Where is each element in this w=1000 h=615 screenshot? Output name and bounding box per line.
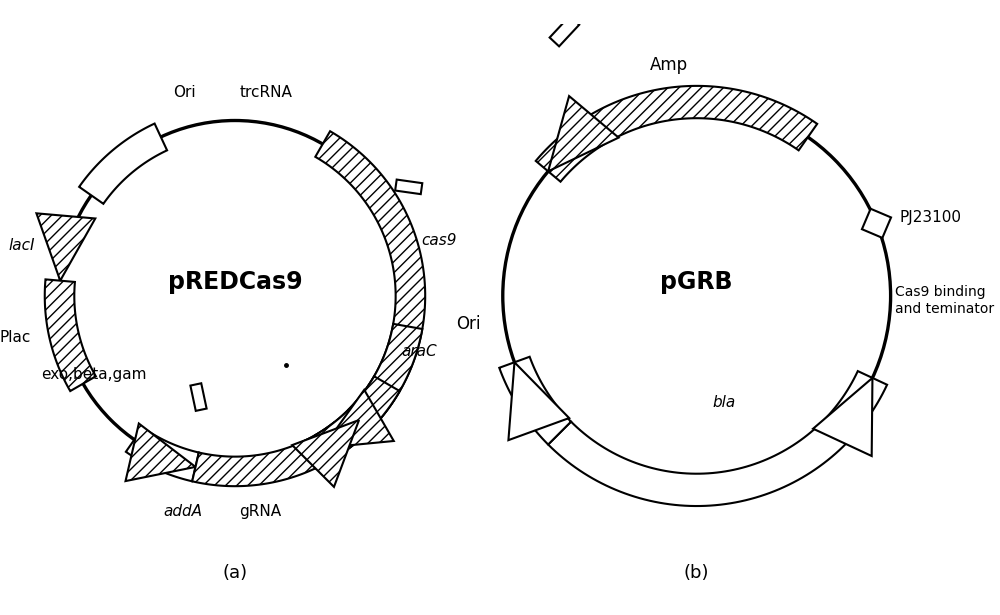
Polygon shape [323, 390, 394, 448]
Text: Ori: Ori [173, 85, 196, 100]
Polygon shape [292, 420, 359, 487]
Polygon shape [548, 96, 619, 172]
Polygon shape [126, 427, 199, 482]
Polygon shape [395, 180, 422, 194]
Text: PJ23100: PJ23100 [900, 210, 962, 225]
Polygon shape [303, 376, 400, 469]
Text: Amp: Amp [650, 57, 688, 74]
Text: trcRNA: trcRNA [240, 85, 292, 100]
Polygon shape [315, 131, 425, 461]
Polygon shape [862, 208, 891, 238]
Polygon shape [508, 362, 569, 440]
Polygon shape [36, 213, 95, 280]
Polygon shape [126, 424, 196, 481]
Text: bla: bla [713, 395, 736, 410]
Text: addA: addA [164, 504, 203, 518]
Text: gRNA: gRNA [240, 504, 282, 518]
Text: (b): (b) [684, 564, 709, 582]
Text: (a): (a) [222, 564, 248, 582]
Text: Plac: Plac [0, 330, 31, 345]
Polygon shape [499, 357, 571, 445]
Text: Cas9 binding
and teminator: Cas9 binding and teminator [895, 285, 994, 315]
Polygon shape [349, 324, 422, 430]
Text: Ori: Ori [457, 315, 481, 333]
Polygon shape [190, 383, 207, 411]
Text: cas9: cas9 [422, 233, 457, 248]
Text: exo,beta,gam: exo,beta,gam [41, 367, 147, 382]
Polygon shape [536, 86, 817, 181]
Polygon shape [192, 423, 352, 486]
Polygon shape [550, 16, 579, 46]
Polygon shape [45, 279, 96, 391]
Text: pREDCas9: pREDCas9 [168, 270, 302, 294]
Polygon shape [813, 378, 872, 456]
Text: pGRB: pGRB [660, 270, 733, 294]
Polygon shape [79, 124, 167, 204]
Polygon shape [548, 371, 887, 506]
Text: araC: araC [401, 344, 437, 359]
Text: lacI: lacI [9, 237, 35, 253]
